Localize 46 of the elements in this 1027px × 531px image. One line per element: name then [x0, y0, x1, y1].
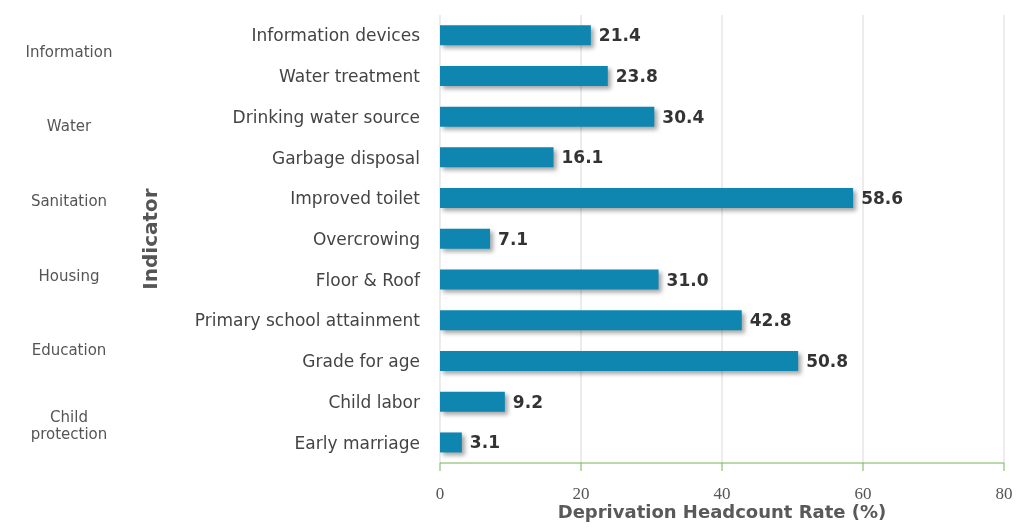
bar — [440, 228, 491, 249]
data-label: 7.1 — [498, 228, 529, 249]
bar — [440, 432, 462, 453]
y-tick-label: Child labor — [328, 391, 421, 412]
bar — [440, 147, 554, 168]
data-label: 3.1 — [469, 432, 500, 453]
data-label: 23.8 — [615, 65, 658, 86]
data-label: 31.0 — [666, 269, 709, 290]
x-tick-label: 40 — [713, 484, 731, 504]
data-label: 21.4 — [598, 25, 641, 46]
text: Child protection — [29, 406, 109, 445]
x-tick-label: 60 — [854, 484, 872, 504]
data-label: 50.8 — [806, 351, 849, 372]
data-label: 30.4 — [662, 106, 705, 127]
text: Education — [30, 340, 108, 362]
y-tick-label: Primary school attainment — [194, 310, 421, 331]
y-axis-title: Indicator — [138, 188, 162, 290]
x-tick-label: 20 — [572, 484, 590, 504]
data-label: 58.6 — [861, 188, 904, 209]
bar — [440, 391, 505, 412]
y-tick-label: Information devices — [251, 25, 421, 46]
text: Information — [24, 41, 114, 63]
bar — [440, 310, 742, 331]
bar — [440, 25, 591, 46]
y-tick-label: Overcrowing — [312, 229, 420, 250]
data-label: 9.2 — [512, 391, 543, 412]
y-tick-label: Grade for age — [302, 351, 420, 372]
y-tick-label: Floor & Roof — [315, 269, 421, 290]
bar — [440, 269, 659, 290]
data-label: 16.1 — [561, 147, 604, 168]
x-tick-label: 80 — [995, 484, 1013, 504]
bar — [440, 351, 799, 371]
y-tick-label: Garbage disposal — [271, 147, 420, 168]
text: Sanitation — [29, 191, 109, 213]
bar — [440, 188, 854, 209]
y-tick-label: Drinking water source — [232, 106, 420, 127]
bar — [440, 65, 608, 86]
text: Water — [45, 116, 93, 138]
x-axis-title: Deprivation Headcount Rate (%) — [557, 501, 887, 522]
y-tick-label: Water treatment — [279, 66, 421, 87]
y-tick-label: Improved toilet — [290, 188, 421, 209]
y-tick-label: Early marriage — [294, 432, 420, 453]
x-tick-label: 0 — [435, 484, 445, 504]
text: Housing — [37, 265, 101, 287]
data-label: 42.8 — [749, 310, 792, 331]
bar — [440, 106, 655, 127]
